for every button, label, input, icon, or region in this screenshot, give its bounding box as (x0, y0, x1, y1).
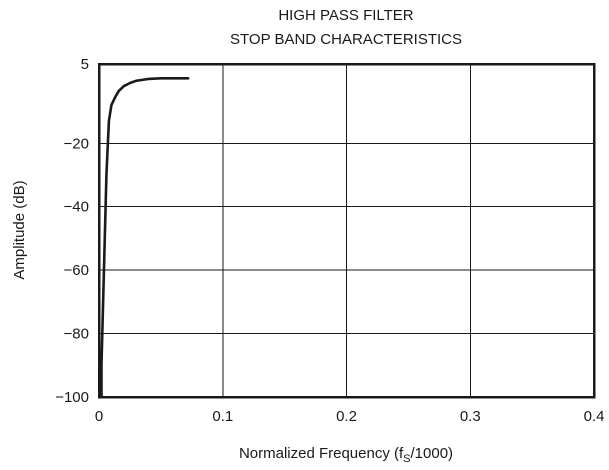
x-axis-label-subscript: S (403, 453, 410, 465)
grid-lines (99, 64, 594, 397)
plot-frame (97, 62, 596, 399)
y-tick-label: −40 (64, 199, 89, 216)
y-tick-label: −20 (64, 135, 89, 152)
x-tick-label: 0.2 (336, 408, 357, 425)
x-axis-label-tail: /1000) (411, 445, 454, 462)
frequency-response-line (100, 76, 190, 399)
x-tick-labels: 0 0.1 0.2 0.3 0.4 (95, 408, 605, 425)
x-axis-label: Normalized Frequency (fS/1000) (239, 445, 453, 465)
y-tick-label: −60 (64, 262, 89, 279)
y-tick-labels: 5 −20 −40 −60 −80 −100 (55, 56, 89, 406)
x-tick-label: 0 (95, 408, 103, 425)
y-tick-label: −100 (55, 389, 89, 406)
chart-subtitle: STOP BAND CHARACTERISTICS (230, 31, 462, 48)
y-axis-label: Amplitude (dB) (11, 180, 28, 279)
x-tick-label: 0.1 (212, 408, 233, 425)
y-tick-label: −80 (64, 326, 89, 343)
y-tick-label: 5 (81, 56, 89, 73)
chart-title: HIGH PASS FILTER (278, 7, 413, 24)
x-tick-label: 0.4 (584, 408, 605, 425)
x-tick-label: 0.3 (460, 408, 481, 425)
x-axis-label-main: Normalized Frequency (f (239, 445, 404, 462)
